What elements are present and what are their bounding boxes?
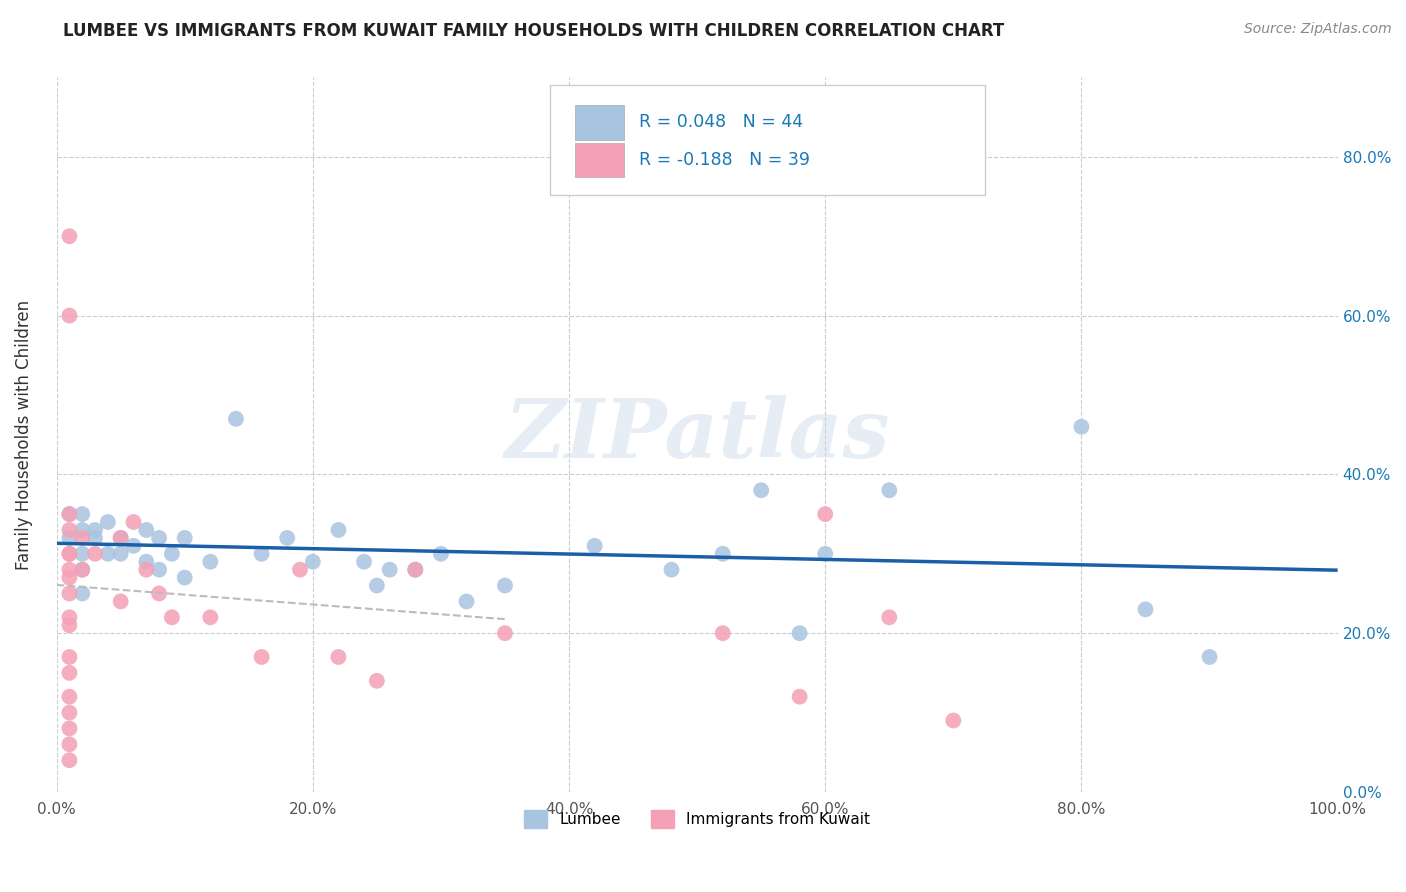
Point	[58, 523, 80, 537]
Point	[70, 586, 93, 600]
Point	[84, 547, 107, 561]
Point	[70, 507, 93, 521]
Point	[456, 594, 478, 608]
Point	[250, 650, 273, 665]
Point	[160, 610, 183, 624]
Point	[378, 563, 401, 577]
Point	[276, 531, 298, 545]
Point	[288, 563, 311, 577]
Point	[58, 586, 80, 600]
Point	[110, 594, 132, 608]
Point	[58, 507, 80, 521]
Point	[494, 578, 516, 592]
FancyBboxPatch shape	[550, 85, 986, 195]
Point	[84, 531, 107, 545]
Point	[200, 610, 222, 624]
Point	[711, 626, 734, 640]
Point	[583, 539, 606, 553]
Point	[70, 547, 93, 561]
Point	[148, 586, 170, 600]
Point	[58, 563, 80, 577]
Point	[160, 547, 183, 561]
Point	[70, 563, 93, 577]
Point	[58, 722, 80, 736]
Point	[877, 610, 900, 624]
Point	[814, 507, 837, 521]
Point	[97, 547, 120, 561]
Text: R = 0.048   N = 44: R = 0.048 N = 44	[640, 113, 804, 131]
Point	[97, 515, 120, 529]
Point	[877, 483, 900, 498]
Point	[110, 547, 132, 561]
Point	[110, 531, 132, 545]
Point	[70, 523, 93, 537]
Point	[250, 547, 273, 561]
Legend: Lumbee, Immigrants from Kuwait: Lumbee, Immigrants from Kuwait	[517, 804, 876, 834]
Y-axis label: Family Households with Children: Family Households with Children	[15, 300, 32, 570]
Point	[661, 563, 683, 577]
Point	[328, 523, 350, 537]
Point	[58, 547, 80, 561]
Point	[58, 650, 80, 665]
Point	[58, 571, 80, 585]
Point	[58, 547, 80, 561]
Point	[225, 412, 247, 426]
Point	[122, 515, 145, 529]
Point	[173, 531, 195, 545]
Point	[749, 483, 772, 498]
Point	[58, 706, 80, 720]
Point	[789, 626, 811, 640]
Point	[70, 531, 93, 545]
Point	[58, 690, 80, 704]
Point	[122, 539, 145, 553]
Bar	[575, 144, 624, 178]
Point	[58, 665, 80, 680]
Point	[430, 547, 453, 561]
Point	[494, 626, 516, 640]
Text: R = -0.188   N = 39: R = -0.188 N = 39	[640, 152, 810, 169]
Point	[328, 650, 350, 665]
Point	[200, 555, 222, 569]
Text: Source: ZipAtlas.com: Source: ZipAtlas.com	[1244, 22, 1392, 37]
Point	[135, 563, 157, 577]
Point	[58, 531, 80, 545]
Point	[789, 690, 811, 704]
Point	[58, 753, 80, 767]
Point	[58, 309, 80, 323]
Point	[135, 555, 157, 569]
Point	[148, 531, 170, 545]
Point	[135, 523, 157, 537]
Point	[70, 563, 93, 577]
Point	[1198, 650, 1220, 665]
Point	[814, 547, 837, 561]
Point	[942, 714, 965, 728]
Point	[711, 547, 734, 561]
Point	[1135, 602, 1157, 616]
Point	[58, 507, 80, 521]
Point	[353, 555, 375, 569]
Point	[58, 229, 80, 244]
Point	[148, 563, 170, 577]
Point	[404, 563, 426, 577]
Bar	[575, 105, 624, 140]
Point	[366, 673, 388, 688]
Text: ZIPatlas: ZIPatlas	[505, 394, 890, 475]
Point	[110, 531, 132, 545]
Point	[173, 571, 195, 585]
Point	[301, 555, 323, 569]
Point	[58, 737, 80, 751]
Point	[404, 563, 426, 577]
Point	[84, 523, 107, 537]
Text: LUMBEE VS IMMIGRANTS FROM KUWAIT FAMILY HOUSEHOLDS WITH CHILDREN CORRELATION CHA: LUMBEE VS IMMIGRANTS FROM KUWAIT FAMILY …	[63, 22, 1004, 40]
Point	[58, 618, 80, 632]
Point	[58, 610, 80, 624]
Point	[366, 578, 388, 592]
Point	[1070, 419, 1092, 434]
